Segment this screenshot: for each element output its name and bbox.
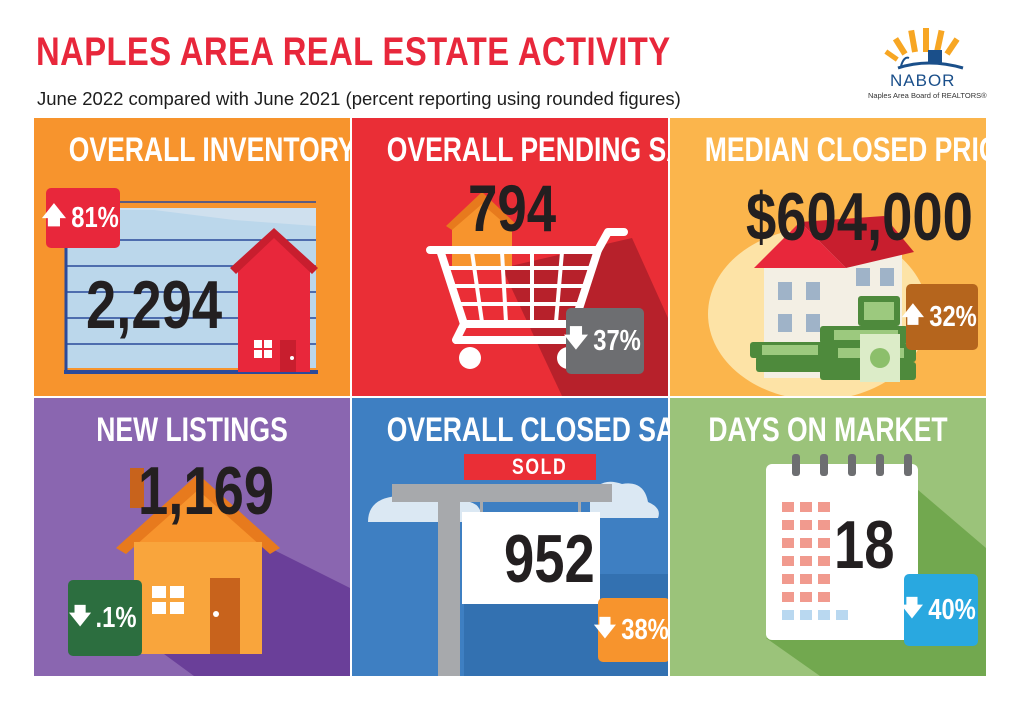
days-on-market-change-badge: 🡇 40% [900, 574, 978, 646]
closed-sales-value: 952 [504, 521, 595, 597]
days-on-market-change: 40% [928, 593, 977, 626]
arrow-up-icon: 🡅 [41, 201, 67, 229]
tile-title: OVERALL CLOSED SALES [386, 411, 668, 449]
closed-sales-change-badge: 🡇 38% [594, 598, 668, 662]
pending-value: 794 [468, 171, 557, 245]
median-price-value: $604,000 [746, 179, 973, 255]
nabor-logo: NABOR Naples Area Board of REALTORS® [868, 28, 988, 118]
arrow-down-icon: 🡇 [68, 603, 92, 628]
sold-sign-icon [368, 454, 668, 676]
closed-sales-change: 38% [621, 613, 668, 646]
house-chart-icon [64, 198, 318, 374]
page-title: NAPLES AREA REAL ESTATE ACTIVITY [36, 30, 671, 74]
new-listings-change: .1% [95, 601, 137, 634]
tile-overall-inventory: OVERALL INVENTORY 2,294 🡅 81% [34, 118, 350, 396]
logo-tagline: Naples Area Board of REALTORS® [868, 91, 987, 100]
tile-overall-closed-sales: OVERALL CLOSED SALES SOLD 952 🡇 38% [352, 398, 668, 676]
tile-days-on-market: DAYS ON MARKET 18 🡇 40% [670, 398, 986, 676]
arrow-down-icon: 🡇 [593, 615, 617, 640]
tile-new-listings: NEW LISTINGS 1,169 🡇 .1% [34, 398, 350, 676]
inventory-value: 2,294 [86, 267, 223, 343]
tile-overall-pending-sales: OVERALL PENDING SALES 794 🡇 37% [352, 118, 668, 396]
house-money-icon [708, 216, 928, 396]
inventory-change-badge: 🡅 81% [42, 188, 120, 248]
tile-median-closed-price: MEDIAN CLOSED PRICE $604,000 🡅 32% [670, 118, 986, 396]
tile-title: OVERALL INVENTORY [68, 131, 350, 169]
page-subtitle: June 2022 compared with June 2021 (perce… [37, 88, 681, 109]
tile-title: DAYS ON MARKET [708, 411, 948, 449]
tile-title: MEDIAN CLOSED PRICE [704, 131, 986, 169]
median-price-change: 32% [929, 300, 978, 333]
pending-change: 37% [593, 324, 642, 357]
arrow-up-icon: 🡅 [901, 302, 925, 327]
median-price-change-badge: 🡅 32% [902, 284, 978, 350]
new-listings-value: 1,169 [138, 453, 275, 529]
tile-title: OVERALL PENDING SALES [386, 131, 668, 169]
sunburst-logo-icon [884, 28, 964, 70]
sold-sign-label: SOLD [512, 454, 568, 479]
house-icon [116, 468, 350, 676]
stats-grid: OVERALL INVENTORY 2,294 🡅 81% [34, 118, 986, 678]
new-listings-change-badge: 🡇 .1% [68, 580, 142, 656]
days-on-market-value: 18 [834, 507, 895, 583]
logo-name: NABOR [890, 71, 956, 90]
inventory-change: 81% [71, 201, 120, 234]
tile-title: NEW LISTINGS [96, 411, 288, 449]
arrow-down-icon: 🡇 [563, 324, 589, 352]
arrow-down-icon: 🡇 [900, 595, 924, 620]
pending-change-badge: 🡇 37% [563, 308, 644, 374]
